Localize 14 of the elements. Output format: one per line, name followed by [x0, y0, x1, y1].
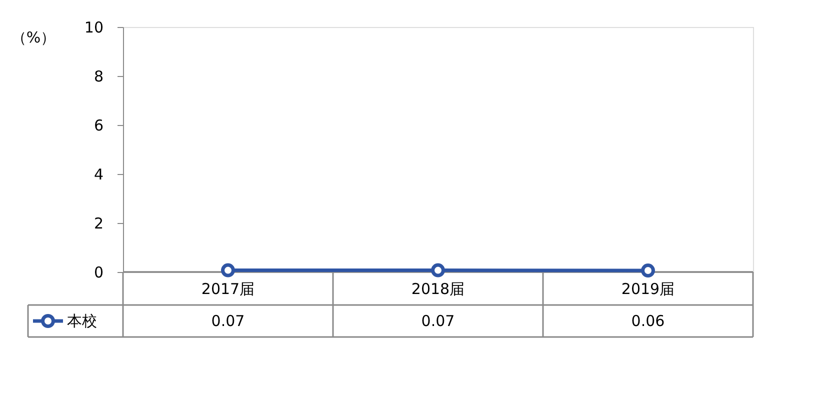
- y-tick-label: 0: [94, 264, 104, 282]
- data-label: 0.06: [631, 312, 665, 330]
- legend-label: 本校: [67, 312, 97, 330]
- y-tick-label: 4: [94, 166, 104, 184]
- data-label: 0.07: [421, 312, 455, 330]
- x-tick-label: 2019届: [621, 280, 675, 298]
- x-tick-label: 2017届: [201, 280, 255, 298]
- y-tick-label: 8: [94, 68, 104, 86]
- data-label: 0.07: [211, 312, 245, 330]
- y-tick-label: 10: [84, 18, 104, 36]
- x-tick-label: 2018届: [411, 280, 465, 298]
- y-tick-label: 2: [94, 214, 104, 232]
- y-tick-label: 6: [94, 116, 104, 134]
- y-axis-title: （%）: [11, 28, 56, 46]
